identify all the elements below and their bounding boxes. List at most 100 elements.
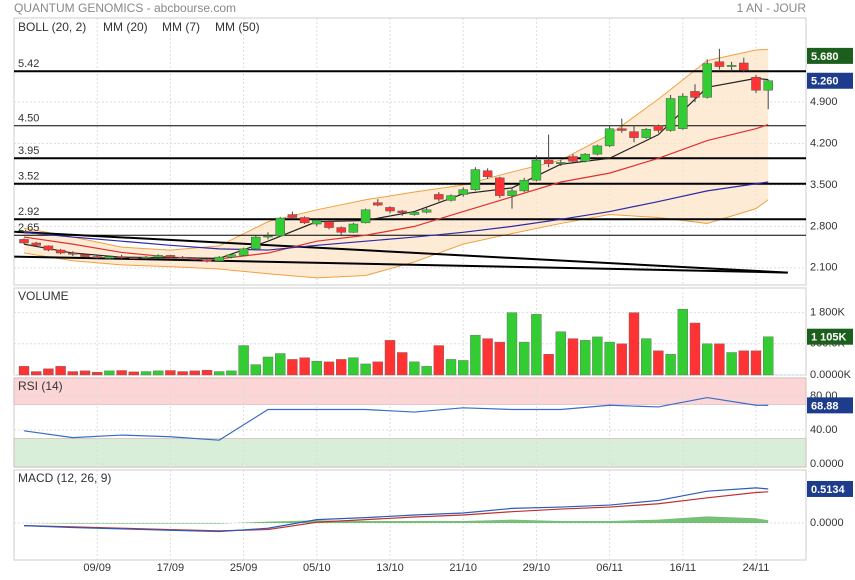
candle-body [385, 207, 395, 212]
macd-histogram [24, 516, 769, 524]
candle-body [568, 156, 578, 162]
volume-bar [323, 361, 335, 376]
volume-bar [409, 361, 420, 376]
last-value-label: 5.260 [811, 76, 839, 88]
x-tick-label: 16/11 [669, 562, 696, 574]
moving-average [23, 181, 769, 251]
volume-bar [567, 338, 579, 376]
candle-body [592, 145, 603, 155]
volume-bar [628, 312, 640, 376]
y-tick-label: 0.0000K [810, 369, 852, 381]
candle-body [324, 221, 334, 228]
candle-body [519, 179, 529, 192]
level-label: 2.65 [18, 222, 39, 234]
candle-body [263, 235, 273, 238]
volume-bar [67, 371, 79, 376]
x-tick-label: 17/09 [157, 562, 185, 574]
volume-bar [336, 359, 347, 376]
candle-body [55, 249, 66, 254]
boll-upper [23, 48, 769, 251]
candle-body [116, 256, 127, 259]
candle-body [165, 255, 176, 258]
panel-title: VOLUME [18, 289, 69, 303]
candle-body [446, 195, 456, 201]
volume-bar [397, 352, 408, 376]
candle-body [92, 256, 102, 259]
legend-entry: BOLL (20, 2) [18, 20, 86, 34]
candle-body [202, 259, 212, 262]
volume-bar [140, 371, 152, 376]
header-title: QUANTUM GENOMICS - abcbourse.com [14, 1, 236, 15]
y-tick-label: 0.0000 [810, 458, 844, 470]
volume-bar [421, 366, 432, 376]
zone [13, 377, 807, 405]
last-value-label: 0.5134 [811, 484, 846, 496]
candle-body [531, 159, 542, 181]
y-tick-label: 2.100 [810, 262, 838, 274]
last-value-box [807, 47, 853, 64]
candle-body [495, 177, 505, 196]
volume-bar [433, 345, 444, 376]
panel-title: MACD (12, 26, 9) [18, 471, 111, 485]
volume-bar [604, 341, 615, 376]
x-tick-label: 13/10 [376, 562, 404, 574]
candle-body [629, 131, 639, 138]
volume-bar [384, 340, 396, 376]
candle-body [360, 209, 371, 224]
panel-title: RSI (14) [18, 379, 63, 393]
x-tick-label: 29/10 [523, 562, 551, 574]
level-label: 4.50 [18, 113, 39, 125]
x-tick-label: 21/10 [449, 562, 477, 574]
candle-body [238, 248, 249, 256]
volume-bar [580, 340, 591, 376]
volume-bar [287, 359, 298, 376]
candle-body [348, 223, 359, 233]
volume-bar [201, 369, 213, 376]
macd-line [23, 487, 769, 533]
last-value-box [807, 328, 853, 345]
volume-bar [238, 345, 249, 376]
trend-line [14, 255, 788, 274]
volume-bar [360, 363, 371, 376]
macd-line [23, 491, 769, 532]
volume-bar [726, 352, 737, 376]
last-value-box [807, 480, 853, 497]
volume-bar [592, 336, 603, 376]
candle-body [80, 254, 90, 257]
candle-body [226, 254, 237, 258]
candle-body [287, 214, 298, 218]
y-tick-label: 3.500 [810, 179, 838, 191]
candle-body [678, 95, 688, 129]
candle-body [751, 76, 761, 91]
header-period: 1 AN - JOUR [737, 1, 807, 15]
x-tick-label: 24/11 [743, 562, 770, 574]
volume-bar [55, 366, 66, 376]
candle-body [336, 227, 346, 233]
volume-bar [311, 360, 322, 376]
x-tick-label: 09/09 [83, 562, 111, 574]
candle-body [153, 255, 163, 258]
level-label: 5.42 [18, 58, 39, 70]
volume-bar [226, 370, 237, 376]
candle-body [104, 256, 115, 259]
volume-bar [91, 372, 103, 376]
level-label: 2.92 [18, 206, 39, 218]
candle-body [19, 239, 29, 244]
candle-body [68, 252, 78, 255]
volume-bar [494, 341, 505, 376]
candle-body [214, 256, 224, 261]
candle-body [726, 65, 737, 67]
zone [13, 438, 807, 468]
candle-body [543, 159, 554, 164]
volume-bar [31, 371, 42, 376]
candle-body [665, 98, 676, 131]
volume-bar [299, 357, 310, 376]
candle-body [129, 257, 139, 260]
level-label: 3.95 [18, 145, 39, 157]
candle-body [409, 211, 420, 215]
candle-body [299, 217, 310, 224]
legend-entry: MM (7) [162, 20, 200, 34]
candle-body [739, 62, 749, 71]
last-value-label: 5.680 [811, 51, 839, 63]
